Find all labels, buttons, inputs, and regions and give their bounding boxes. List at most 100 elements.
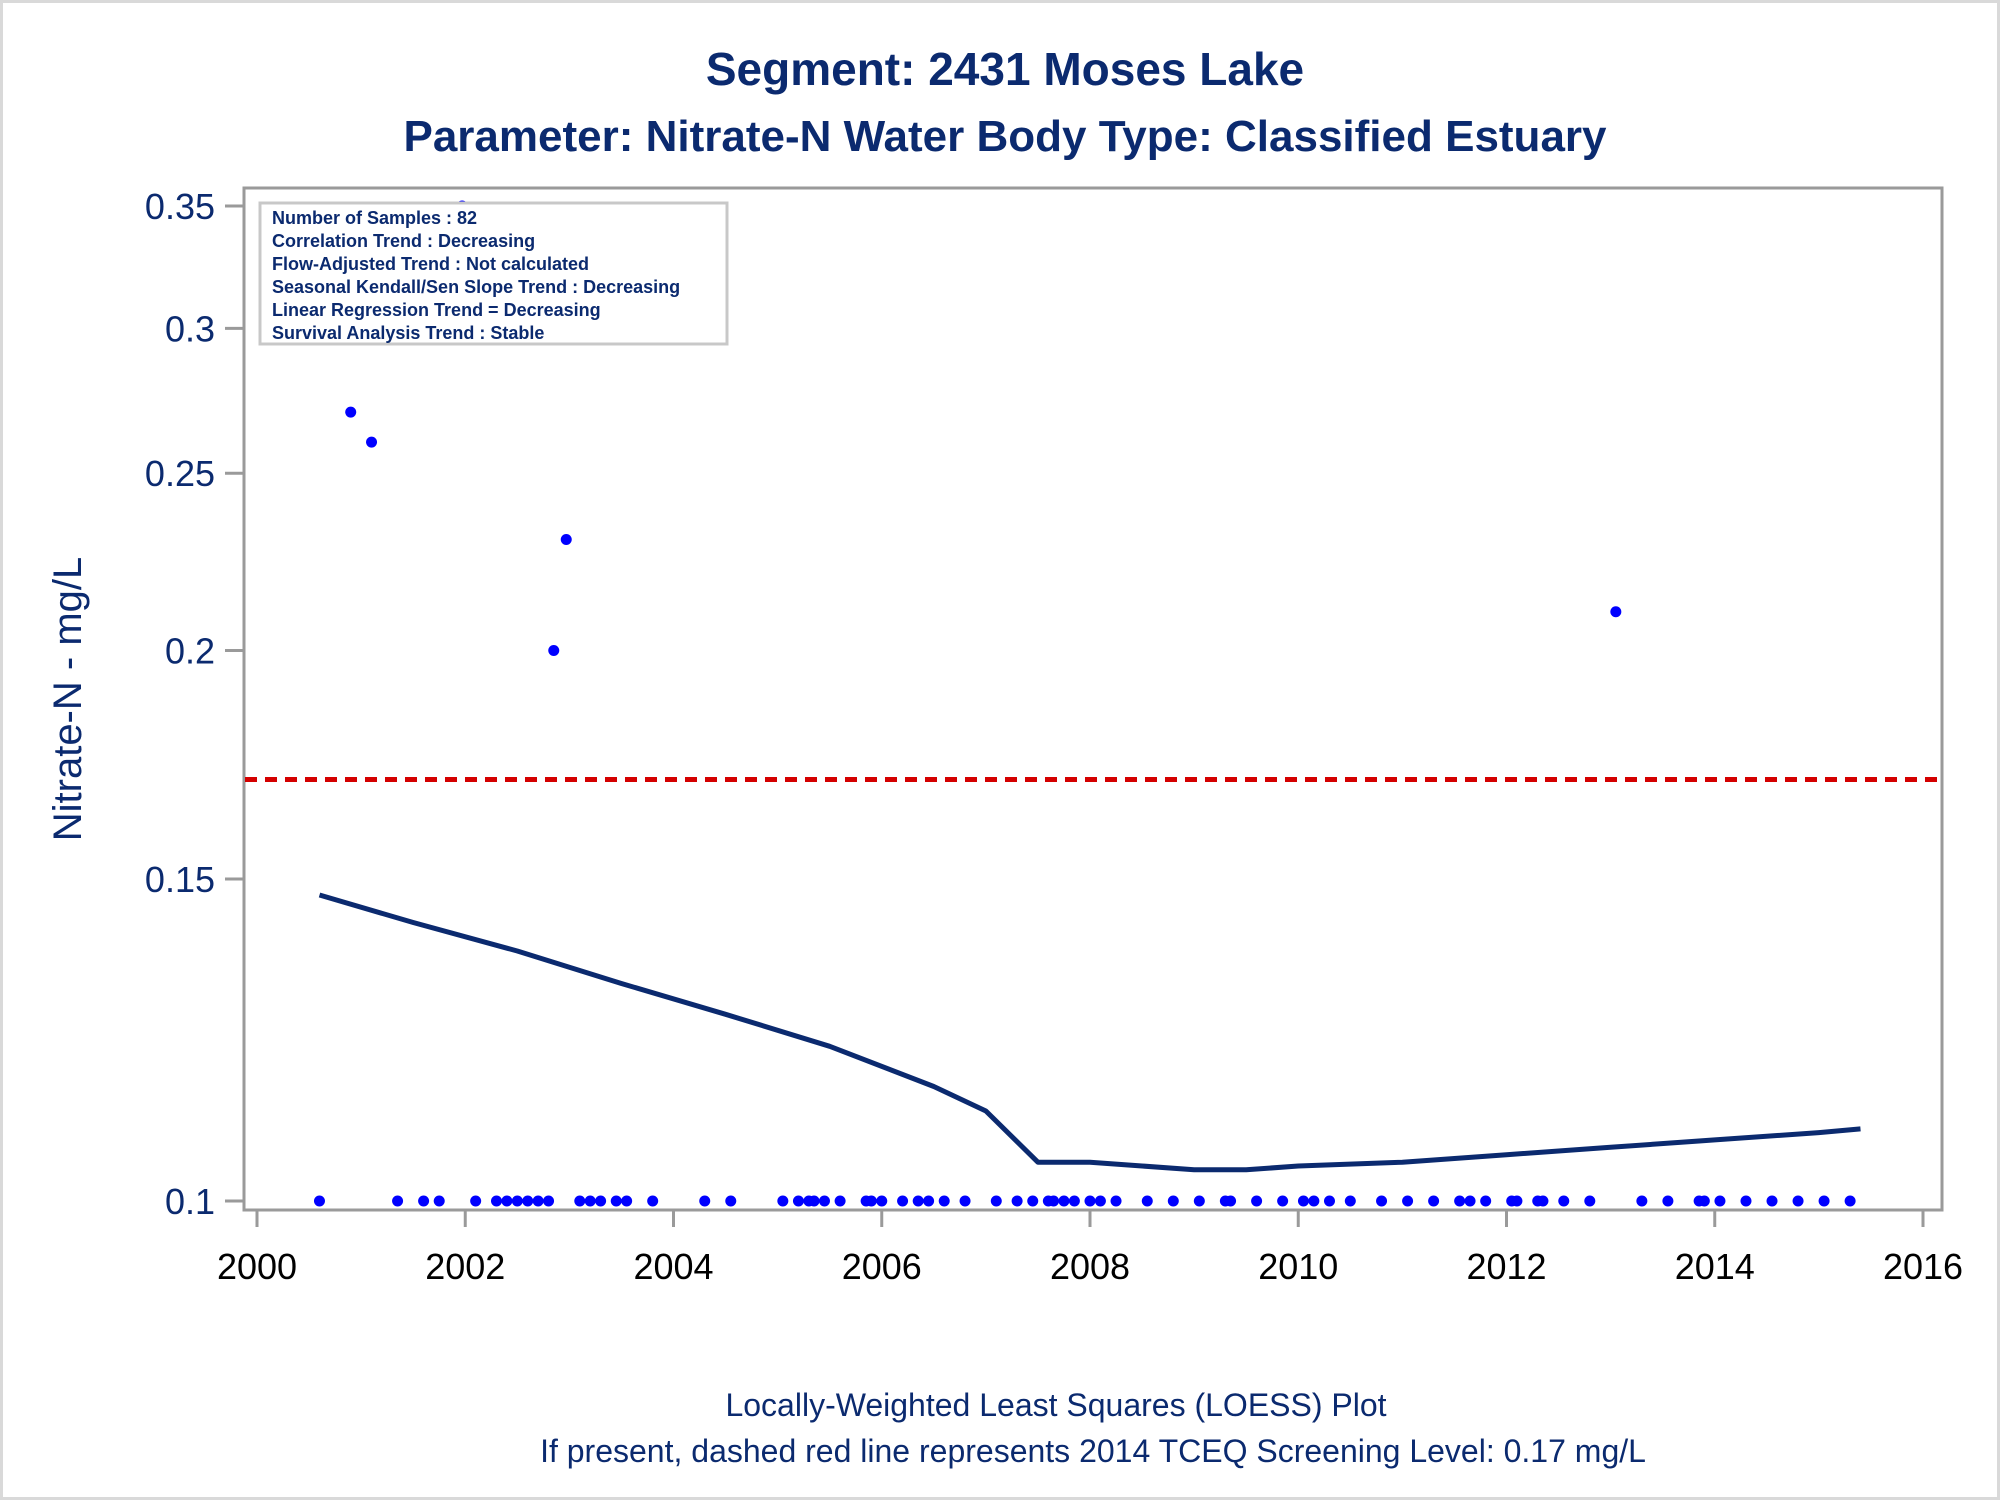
data-point — [313, 1195, 325, 1207]
x-tick-label: 2016 — [1883, 1246, 1963, 1287]
data-point — [1480, 1195, 1492, 1207]
data-point — [647, 1195, 659, 1207]
data-point — [1048, 1195, 1060, 1207]
footnote-loess: Locally-Weighted Least Squares (LOESS) P… — [725, 1387, 1386, 1423]
x-tick-label: 2000 — [217, 1246, 297, 1287]
data-point — [865, 1195, 877, 1207]
data-point — [1225, 1195, 1237, 1207]
data-point — [1698, 1195, 1710, 1207]
data-point — [345, 406, 357, 418]
info-linear-regression-trend: Linear Regression Trend = Decreasing — [272, 300, 601, 320]
x-tick-label: 2014 — [1675, 1246, 1755, 1287]
x-axis: 2000 2002 2004 2006 2008 2010 2012 2014 2016 — [217, 1210, 1963, 1287]
y-axis-label: Nitrate-N - mg/L — [46, 557, 90, 842]
chart-title: Segment: 2431 Moses Lake — [706, 43, 1304, 95]
data-point — [1511, 1195, 1523, 1207]
data-point — [818, 1195, 830, 1207]
data-points — [313, 200, 1856, 1207]
data-point — [1376, 1195, 1388, 1207]
y-tick-label: 0.15 — [145, 859, 215, 900]
data-point — [543, 1195, 555, 1207]
x-tick-label: 2006 — [842, 1246, 922, 1287]
data-point — [876, 1195, 888, 1207]
data-point — [834, 1195, 846, 1207]
data-point — [1141, 1195, 1153, 1207]
data-point — [1428, 1195, 1440, 1207]
data-point — [532, 1195, 544, 1207]
data-point — [792, 1195, 804, 1207]
x-tick-label: 2008 — [1050, 1246, 1130, 1287]
data-point — [595, 1195, 607, 1207]
data-point — [1110, 1195, 1122, 1207]
x-tick-label: 2010 — [1258, 1246, 1338, 1287]
x-tick-label: 2004 — [633, 1246, 713, 1287]
data-point — [366, 436, 378, 448]
chart-subtitle: Parameter: Nitrate-N Water Body Type: Cl… — [403, 112, 1607, 161]
y-tick-label: 0.3 — [165, 308, 215, 349]
data-point — [1011, 1195, 1023, 1207]
data-point — [1084, 1195, 1096, 1207]
data-point — [1323, 1195, 1335, 1207]
data-point — [1844, 1195, 1856, 1207]
data-point — [548, 644, 560, 656]
data-point — [1558, 1195, 1570, 1207]
data-point — [1636, 1195, 1648, 1207]
data-point — [621, 1195, 633, 1207]
data-point — [923, 1195, 935, 1207]
chart-svg: Segment: 2431 Moses Lake Parameter: Nitr… — [46, 43, 1963, 1469]
plot-area — [242, 186, 1944, 1212]
data-point — [433, 1195, 445, 1207]
y-tick-label: 0.2 — [165, 630, 215, 671]
data-point — [1027, 1195, 1039, 1207]
data-point — [1167, 1195, 1179, 1207]
data-point — [470, 1195, 482, 1207]
y-tick-label: 0.35 — [145, 186, 215, 227]
x-tick-label: 2002 — [425, 1246, 505, 1287]
data-point — [1251, 1195, 1263, 1207]
data-point — [1277, 1195, 1289, 1207]
data-point — [511, 1195, 523, 1207]
data-point — [1662, 1195, 1674, 1207]
data-point — [610, 1195, 622, 1207]
data-point — [584, 1195, 596, 1207]
stats-info-box: Number of Samples : 82 Correlation Trend… — [258, 201, 729, 346]
data-point — [560, 533, 572, 545]
info-box-border — [258, 201, 729, 346]
data-point — [392, 1195, 404, 1207]
x-tick-label: 2012 — [1466, 1246, 1546, 1287]
data-point — [990, 1195, 1002, 1207]
data-point — [1740, 1195, 1752, 1207]
footnote-screening-level: If present, dashed red line represents 2… — [540, 1433, 1646, 1469]
data-point — [1610, 606, 1622, 618]
data-point — [1537, 1195, 1549, 1207]
data-point — [1058, 1195, 1070, 1207]
data-point — [1464, 1195, 1476, 1207]
data-point — [808, 1195, 820, 1207]
data-point — [777, 1195, 789, 1207]
data-point — [897, 1195, 909, 1207]
data-point — [1792, 1195, 1804, 1207]
data-point — [725, 1195, 737, 1207]
data-point — [1308, 1195, 1320, 1207]
data-point — [912, 1195, 924, 1207]
data-point — [490, 1195, 502, 1207]
info-flow-adjusted-trend: Flow-Adjusted Trend : Not calculated — [272, 254, 589, 274]
data-point — [1584, 1195, 1596, 1207]
y-axis: 0.1 0.15 0.2 0.25 0.3 0.35 — [145, 186, 244, 1222]
data-point — [1297, 1195, 1309, 1207]
data-point — [501, 1195, 513, 1207]
data-point — [574, 1195, 586, 1207]
data-point — [522, 1195, 534, 1207]
info-samples: Number of Samples : 82 — [272, 208, 477, 228]
data-point — [1402, 1195, 1414, 1207]
data-point — [938, 1195, 950, 1207]
info-seasonal-kendall-trend: Seasonal Kendall/Sen Slope Trend : Decre… — [272, 277, 680, 297]
info-survival-analysis-trend: Survival Analysis Trend : Stable — [272, 323, 544, 343]
data-point — [1094, 1195, 1106, 1207]
data-point — [1714, 1195, 1726, 1207]
data-point — [418, 1195, 430, 1207]
y-tick-label: 0.25 — [145, 453, 215, 494]
data-point — [959, 1195, 971, 1207]
data-point — [699, 1195, 711, 1207]
